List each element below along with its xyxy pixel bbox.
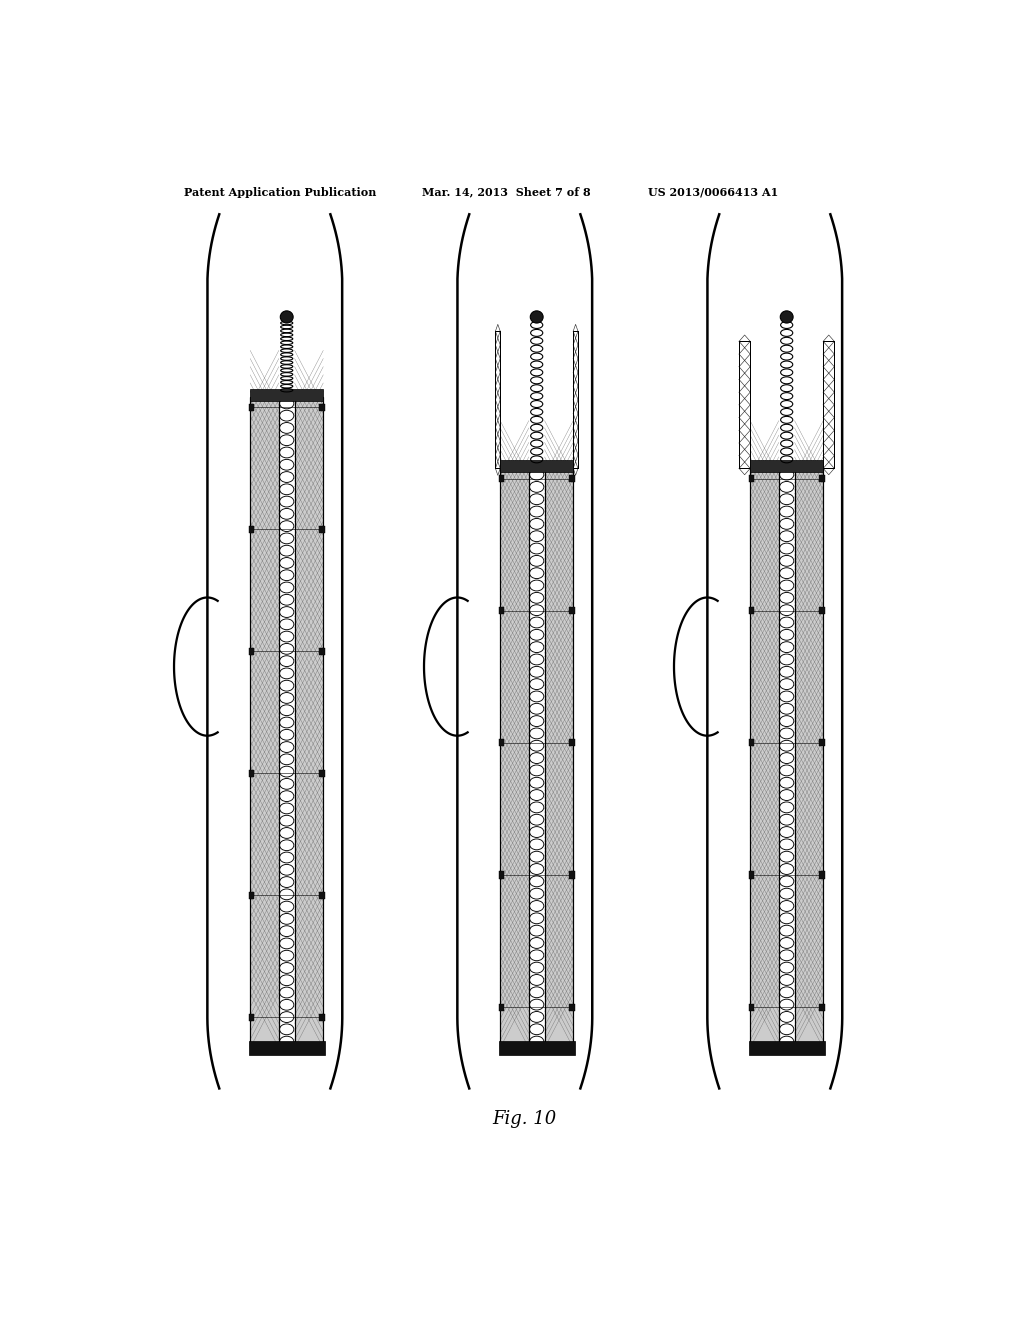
Bar [795,469,823,1048]
Bar [569,739,574,746]
Bar [319,1014,325,1020]
Bar [545,469,573,1048]
Text: Fig. 10: Fig. 10 [493,1110,557,1127]
Bar [249,1014,254,1020]
Bar [751,469,778,1048]
Bar [819,607,824,614]
Bar [739,342,751,469]
Bar [500,459,573,473]
Bar [499,739,504,746]
Bar [319,892,325,899]
Bar [499,871,504,879]
Bar [249,770,254,777]
Bar [823,342,835,469]
Bar [749,1003,754,1011]
Bar [819,739,824,746]
Bar [319,404,325,411]
Bar [249,892,254,899]
Bar [500,469,528,1048]
Bar [823,342,835,469]
Bar [573,331,578,469]
Bar [319,770,325,777]
Bar [819,1003,824,1011]
Bar [249,525,254,533]
Bar [751,469,778,1048]
Ellipse shape [530,312,543,323]
Bar [569,607,574,614]
Bar [250,397,279,1048]
Bar [749,475,754,482]
Bar [295,397,324,1048]
Bar [319,525,325,533]
Bar [319,648,325,655]
Bar [249,404,254,411]
Bar [496,331,500,469]
Bar [749,739,754,746]
Bar [250,388,324,401]
Bar [749,871,754,879]
Bar [249,648,254,655]
Bar [819,871,824,879]
Text: Patent Application Publication: Patent Application Publication [183,187,376,198]
Bar [569,1003,574,1011]
Bar [569,475,574,482]
Ellipse shape [780,312,794,323]
Text: Mar. 14, 2013  Sheet 7 of 8: Mar. 14, 2013 Sheet 7 of 8 [422,187,590,198]
Bar [545,469,573,1048]
Bar [499,475,504,482]
Bar [499,607,504,614]
Bar [250,397,279,1048]
Bar [739,342,751,469]
Bar [295,397,324,1048]
Ellipse shape [281,312,293,323]
Bar [819,475,824,482]
Bar [569,871,574,879]
Bar [249,1040,325,1055]
Text: US 2013/0066413 A1: US 2013/0066413 A1 [648,187,778,198]
Bar [573,331,578,469]
Bar [500,469,528,1048]
Bar [499,1003,504,1011]
Bar [751,459,823,473]
Bar [795,469,823,1048]
Bar [499,1040,574,1055]
Bar [496,331,500,469]
Bar [749,1040,824,1055]
Bar [749,607,754,614]
